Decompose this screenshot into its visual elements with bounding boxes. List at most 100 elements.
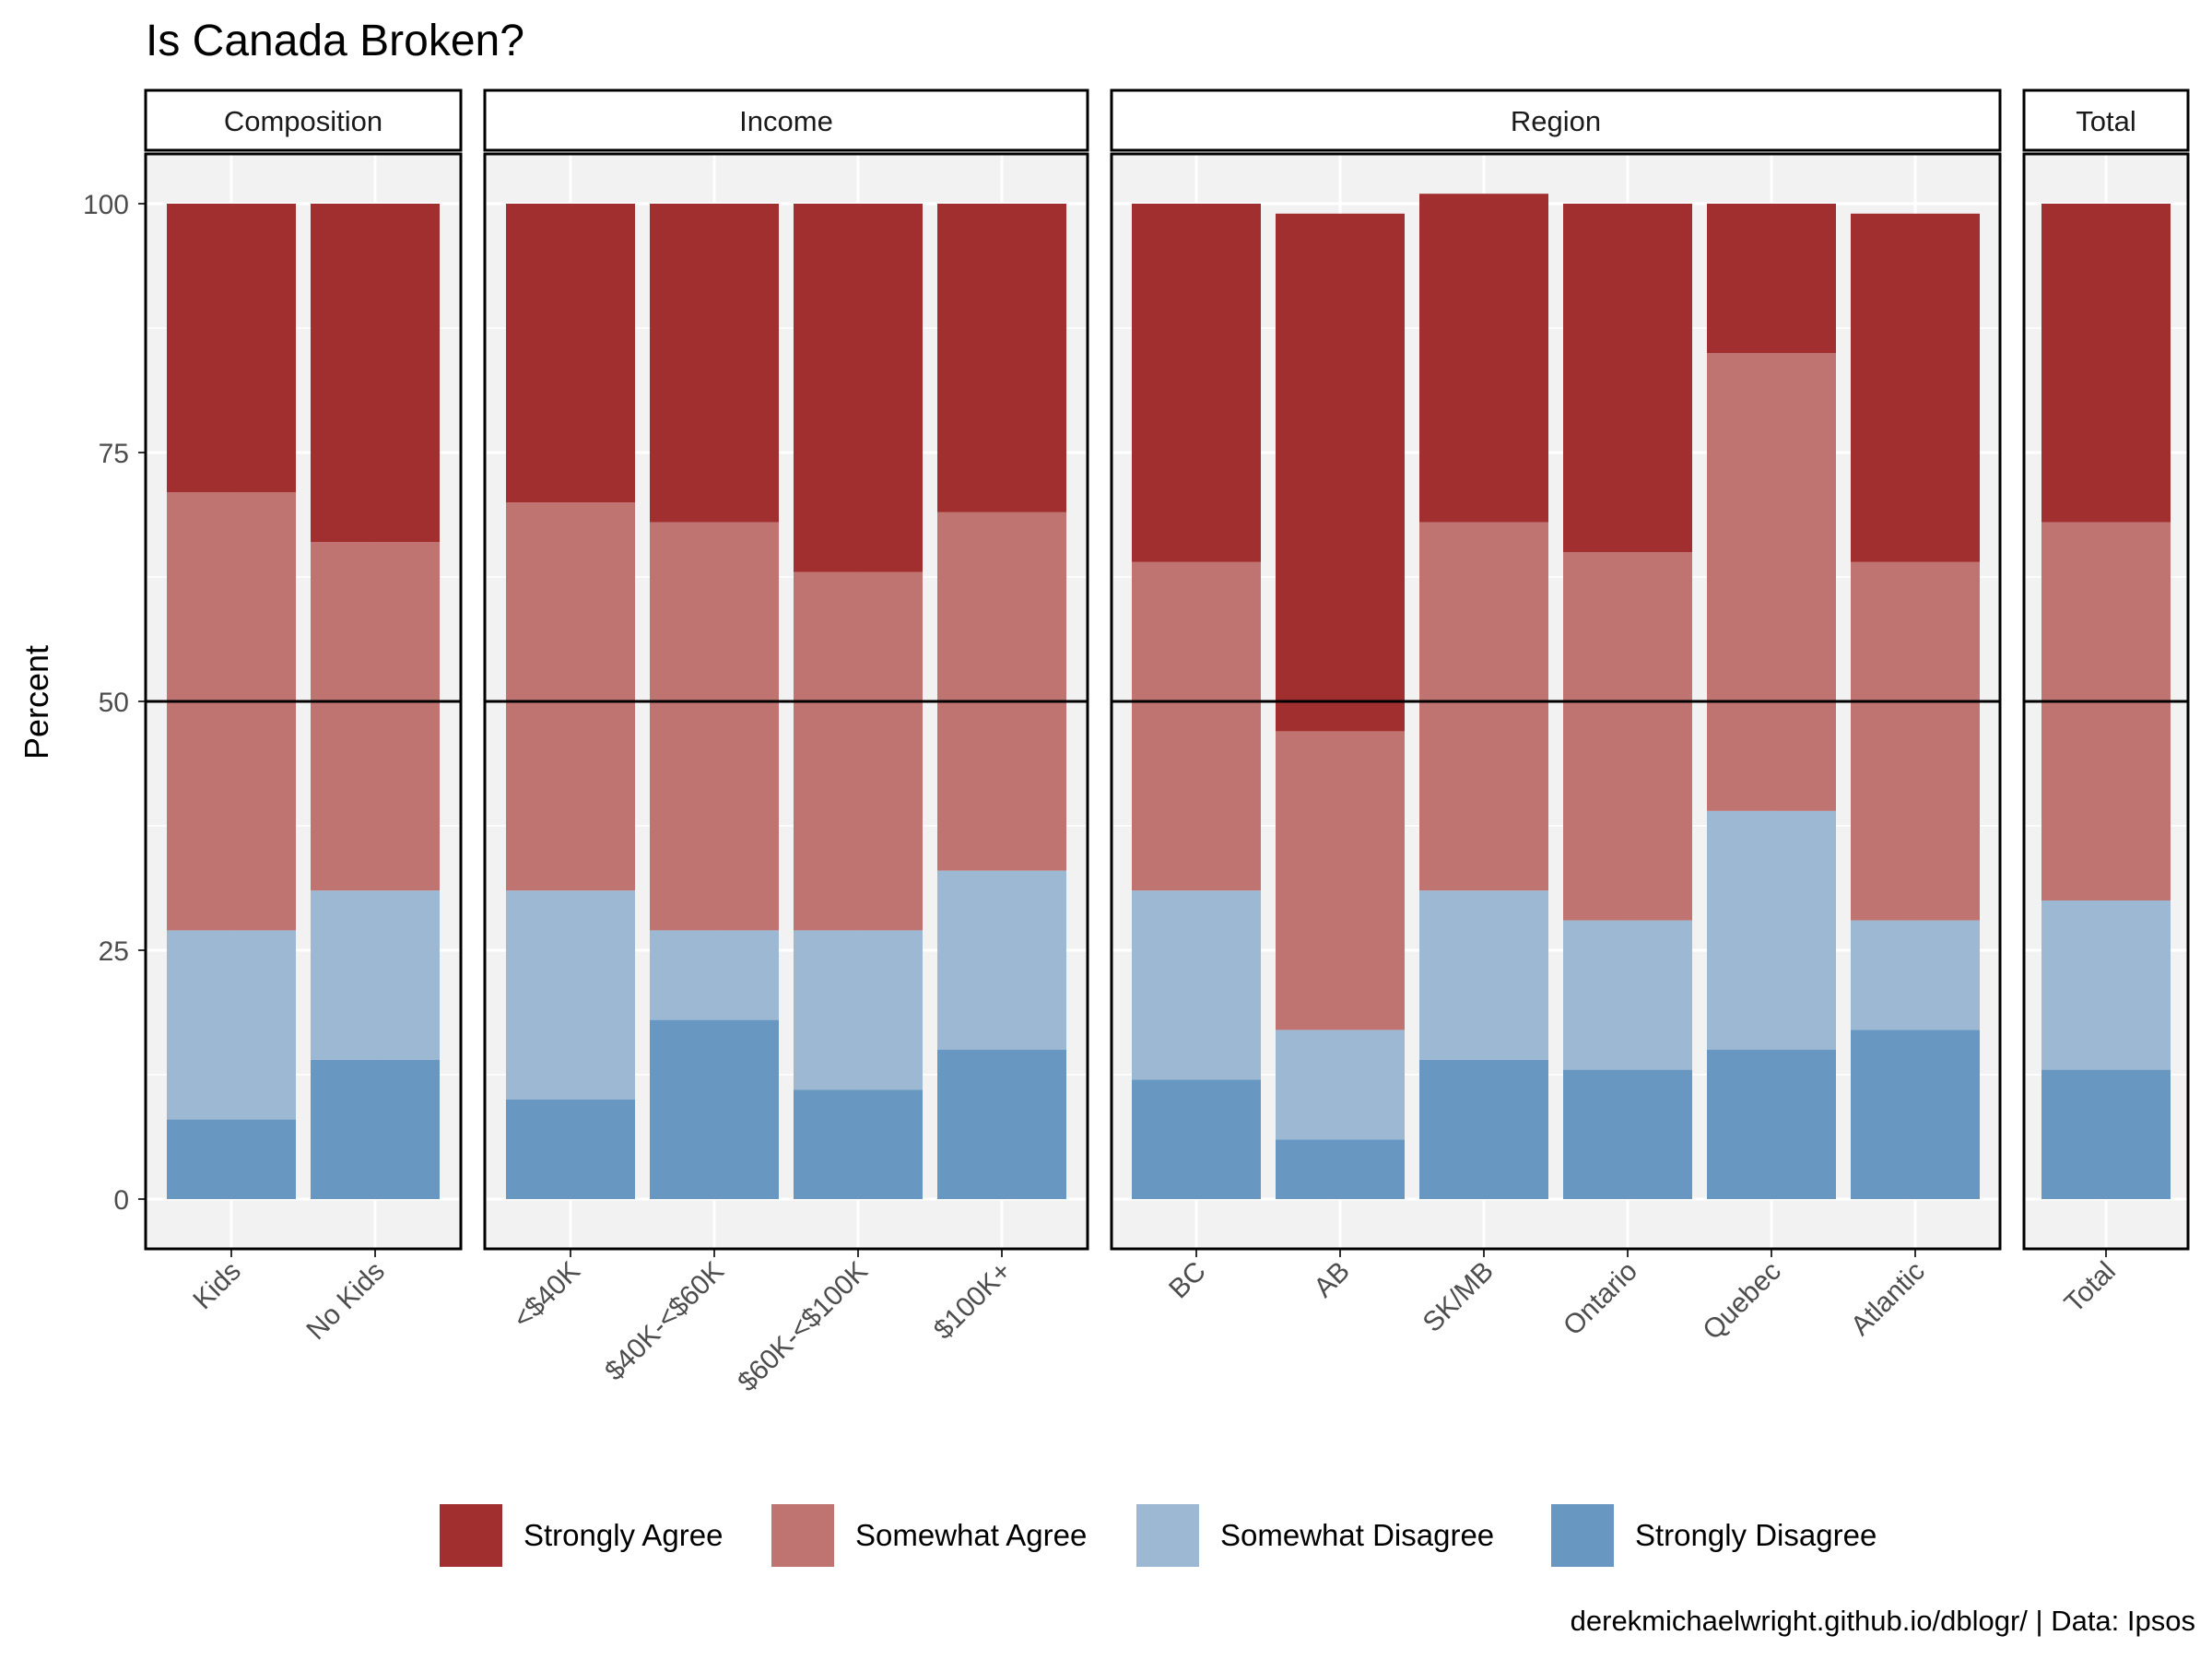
facet-strip-income: [483, 88, 1089, 152]
panel-border: [483, 152, 1089, 1251]
bar-60k-100k-somewhat-agree: [794, 571, 923, 931]
bar-40k-60k-somewhat-disagree: [650, 930, 779, 1020]
legend-label-strongly-agree: Strongly Agree: [524, 1518, 723, 1552]
legend-item-somewhat-disagree: Somewhat Disagree: [1135, 1502, 1494, 1569]
x-tick-label-ontario: Ontario: [1558, 1256, 1643, 1342]
x-tick-label-60k-100k: $60K-<$100K: [732, 1256, 874, 1398]
bar-sk-mb-somewhat-agree: [1419, 522, 1548, 891]
y-axis-label: Percent: [18, 645, 55, 759]
facet-label-region: Region: [1511, 105, 1601, 137]
bar-quebec-strongly-agree: [1707, 204, 1836, 353]
bar-100k-strongly-disagree: [937, 1050, 1066, 1199]
legend-swatch-somewhat-disagree: [1135, 1502, 1201, 1569]
bar-total-strongly-disagree: [2041, 1069, 2171, 1199]
bar-no-kids-somewhat-disagree: [311, 890, 440, 1060]
bar-ontario-strongly-agree: [1563, 204, 1692, 552]
chart-caption: derekmichaelwright.github.io/dblogr/ | D…: [1571, 1605, 2195, 1637]
bar-40k-strongly-agree: [506, 204, 635, 502]
facet-strip-region: [1110, 88, 2002, 152]
panel-border: [144, 152, 463, 1251]
bar-atlantic-somewhat-agree: [1851, 561, 1980, 921]
x-tick-label-40k: <$40K: [508, 1256, 586, 1335]
x-tick-label-kids: Kids: [187, 1256, 247, 1316]
x-tick-label-atlantic: Atlantic: [1845, 1256, 1931, 1342]
panel-border: [2022, 152, 2190, 1251]
bar-sk-mb-strongly-disagree: [1419, 1059, 1548, 1199]
chart-title: Is Canada Broken?: [146, 17, 524, 65]
bar-total-somewhat-disagree: [2041, 900, 2171, 1070]
facet-label-income: Income: [739, 105, 833, 137]
legend-swatch-somewhat-agree: [770, 1502, 836, 1569]
bar-ab-somewhat-agree: [1276, 731, 1405, 1030]
legend-swatch-strongly-disagree: [1549, 1502, 1616, 1569]
bar-quebec-somewhat-disagree: [1707, 810, 1836, 1050]
bar-sk-mb-strongly-agree: [1419, 194, 1548, 523]
bar-total-strongly-agree: [2041, 204, 2171, 523]
bar-atlantic-strongly-disagree: [1851, 1030, 1980, 1199]
facet-label-composition: Composition: [224, 105, 382, 137]
bar-40k-strongly-disagree: [506, 1100, 635, 1199]
facet-label-total: Total: [2076, 105, 2136, 137]
legend-item-strongly-agree: Strongly Agree: [438, 1502, 723, 1569]
y-tick-label-25: 25: [99, 936, 129, 967]
x-tick-label-no-kids: No Kids: [300, 1256, 391, 1347]
x-tick-label-bc: BC: [1163, 1256, 1212, 1305]
legend-label-somewhat-agree: Somewhat Agree: [855, 1518, 1087, 1552]
bar-ontario-strongly-disagree: [1563, 1069, 1692, 1199]
bar-atlantic-strongly-agree: [1851, 213, 1980, 562]
facet-panels: 0 25 50 75 100 Composition Kids No Kids Income <$…: [83, 88, 2190, 1398]
bar-atlantic-somewhat-disagree: [1851, 920, 1980, 1030]
bar-quebec-strongly-disagree: [1707, 1050, 1836, 1199]
y-tick-label-75: 75: [99, 439, 129, 469]
y-tick-label-0: 0: [113, 1185, 129, 1216]
bar-60k-100k-strongly-disagree: [794, 1089, 923, 1199]
bar-40k-60k-somewhat-agree: [650, 522, 779, 931]
bar-40k-somewhat-disagree: [506, 890, 635, 1100]
y-tick-label-50: 50: [99, 688, 129, 718]
bar-bc-somewhat-agree: [1132, 561, 1261, 891]
bar-100k-somewhat-agree: [937, 512, 1066, 871]
bar-no-kids-strongly-agree: [311, 204, 440, 543]
legend-swatch-strongly-agree: [438, 1502, 504, 1569]
facet-composition: Composition Kids No Kids: [144, 88, 463, 1347]
bar-kids-strongly-disagree: [167, 1119, 296, 1199]
panel-border: [1110, 152, 2002, 1251]
bar-kids-somewhat-disagree: [167, 930, 296, 1120]
x-tick-label-quebec: Quebec: [1697, 1256, 1787, 1347]
bar-ab-strongly-agree: [1276, 213, 1405, 732]
bar-ontario-somewhat-disagree: [1563, 920, 1692, 1070]
bar-bc-strongly-disagree: [1132, 1079, 1261, 1199]
bar-100k-somewhat-disagree: [937, 870, 1066, 1050]
legend-label-somewhat-disagree: Somewhat Disagree: [1220, 1518, 1494, 1552]
bar-40k-60k-strongly-disagree: [650, 1019, 779, 1199]
facet-income: Income <$40K $40K-<$60K $60K-<$100K $100K+: [483, 88, 1089, 1398]
x-tick-label-100k: $100K+: [928, 1256, 1018, 1346]
bar-100k-strongly-agree: [937, 204, 1066, 512]
bar-40k-somewhat-agree: [506, 502, 635, 891]
x-tick-label-sk-mb: SK/MB: [1418, 1256, 1500, 1338]
bar-no-kids-strongly-disagree: [311, 1059, 440, 1199]
x-tick-label-total: Total: [2059, 1256, 2122, 1319]
bar-40k-60k-strongly-agree: [650, 204, 779, 523]
bar-quebec-somewhat-agree: [1707, 353, 1836, 811]
facet-strip-total: [2022, 88, 2190, 152]
bar-bc-somewhat-disagree: [1132, 890, 1261, 1080]
bar-bc-strongly-agree: [1132, 204, 1261, 562]
facet-region: Region BC AB SK/MB Ontario Quebec Atlantic: [1110, 88, 2002, 1347]
bar-60k-100k-somewhat-disagree: [794, 930, 923, 1090]
legend-item-strongly-disagree: Strongly Disagree: [1549, 1502, 1877, 1569]
bar-kids-strongly-agree: [167, 204, 296, 493]
y-tick-label-100: 100: [83, 190, 129, 220]
legend-label-strongly-disagree: Strongly Disagree: [1635, 1518, 1877, 1552]
bar-kids-somewhat-agree: [167, 492, 296, 931]
bar-ab-strongly-disagree: [1276, 1139, 1405, 1199]
legend: Strongly Agree Somewhat Agree Somewhat Dis…: [438, 1502, 1877, 1569]
bar-60k-100k-strongly-agree: [794, 204, 923, 572]
facet-strip-composition: [144, 88, 463, 152]
bar-no-kids-somewhat-agree: [311, 542, 440, 891]
bar-ontario-somewhat-agree: [1563, 552, 1692, 921]
bar-ab-somewhat-disagree: [1276, 1030, 1405, 1140]
facet-total: Total Total: [2022, 88, 2190, 1319]
x-tick-label-40k-60k: $40K-<$60K: [599, 1256, 730, 1387]
